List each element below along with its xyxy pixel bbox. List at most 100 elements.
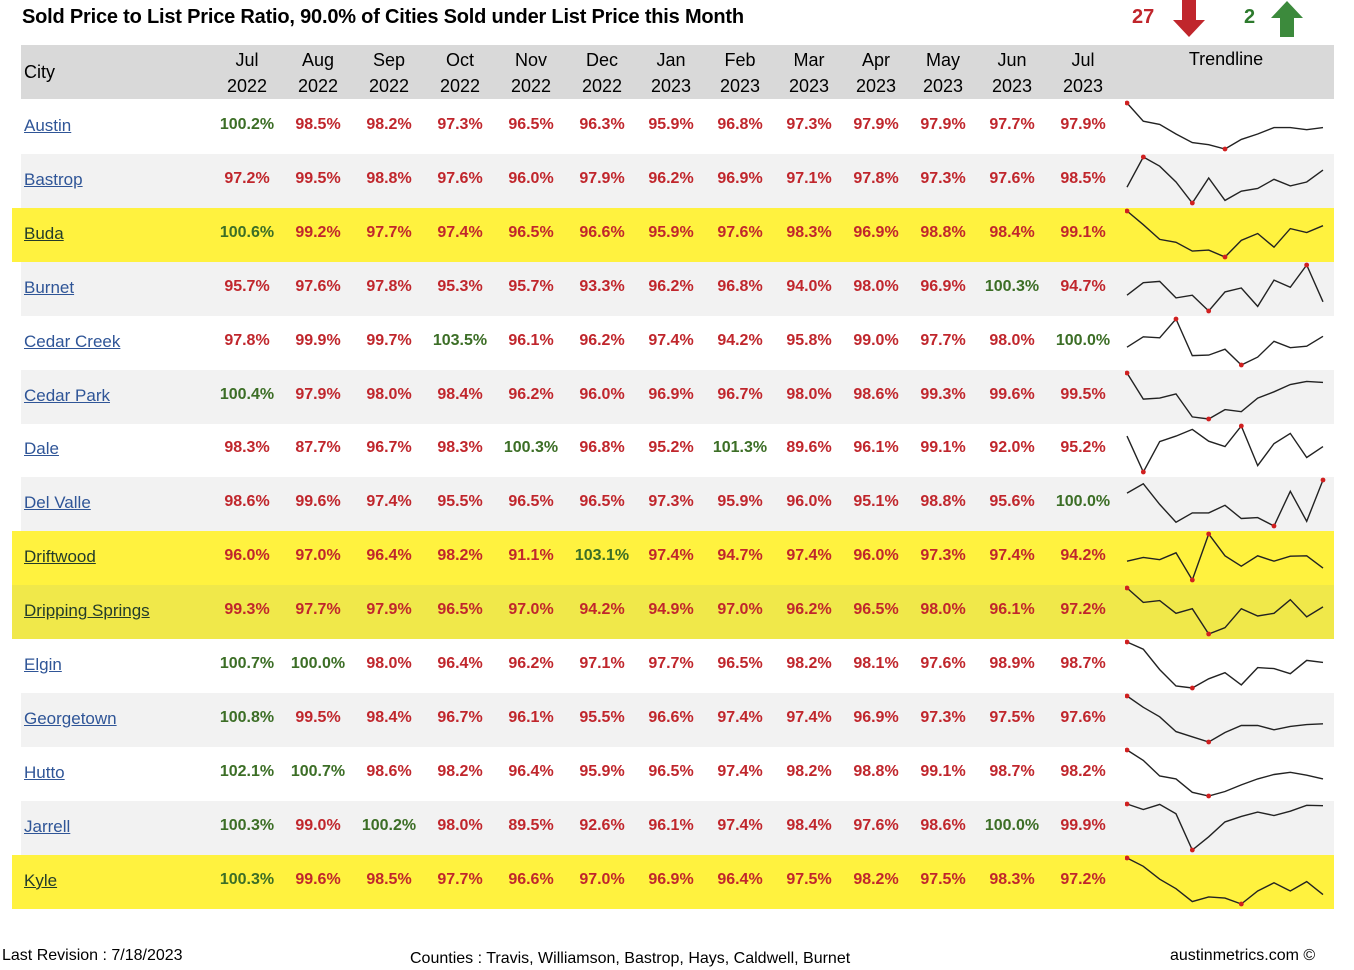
table-row: Del Valle 98.6% 99.6% 97.4% 95.5% 96.5% 96.5% 9… [21,477,1334,532]
ratio-value: 97.7% [366,223,412,241]
table-row: Kyle 100.3% 99.6% 98.5% 97.7% 96.6% 97.0% 96.9%… [12,854,1334,909]
header-month-year: 2022 [368,76,410,96]
header-month-name: Jun [997,50,1027,70]
ratio-value: 94.2% [579,601,625,619]
ratio-value: 100.4% [219,385,275,403]
ratio-value: 98.0% [853,277,899,295]
site-credit: austinmetrics.com © [1170,947,1316,964]
header-month-name: May [925,50,960,70]
ratio-value: 96.9% [648,870,694,888]
ratio-value: 96.0% [224,547,270,565]
ratio-value: 97.9% [366,601,412,619]
ratio-value: 100.2% [219,116,275,133]
city-link[interactable]: Driftwood [24,547,96,567]
sparkline-low-point [1206,416,1212,421]
sparkline-path [1126,210,1324,258]
city-link[interactable]: Dripping Springs [24,601,150,621]
ratio-value: 96.0% [508,169,554,187]
header-month-year: 2022 [581,76,623,96]
ratio-value: 98.6% [853,385,899,403]
ratio-value: 95.9% [579,762,625,780]
ratio-value: 96.1% [648,816,694,834]
ratio-value: 96.3% [579,116,625,133]
trendline-sparkline [1125,801,1324,853]
sparkline-low-point [1271,523,1277,529]
trendline-sparkline [1126,262,1324,314]
ratio-value: 97.6% [1060,708,1106,726]
ratio-value: 100.6% [219,223,275,241]
ratio-value: 98.7% [1060,655,1106,672]
table-row: Austin 100.2% 98.5% 98.2% 97.3% 96.5% 96.3% 95.… [21,100,1334,154]
header-month: Dec 2022 [566,45,638,99]
city-link[interactable]: Austin [24,116,72,135]
ratio-value: 100.3% [219,816,275,834]
header-month-year: 2022 [297,76,339,96]
ratio-value: 97.5% [989,708,1035,726]
city-link[interactable]: Hutto [24,762,65,782]
sparkline-high-point [1304,262,1310,268]
sparkline-high-point [1125,208,1130,214]
ratio-value: 94.7% [717,547,763,565]
city-link[interactable]: Kyle [24,870,58,890]
sparkline-path [1126,856,1324,905]
header-month: May 2023 [907,45,979,99]
city-link[interactable]: Buda [24,223,64,243]
header-month: Feb 2023 [704,45,776,99]
header-month-year: 2023 [922,76,964,96]
ratio-value: 98.8% [366,169,412,187]
ratio-value: 96.5% [508,493,554,511]
ratio-value: 97.3% [786,116,832,133]
city-link[interactable]: Cedar Park [24,385,110,405]
ratio-value: 95.3% [437,277,483,295]
city-link[interactable]: Bastrop [24,169,83,189]
ratio-value: 98.2% [437,762,483,780]
ratio-value: 98.0% [366,655,412,672]
ratio-value: 98.5% [366,870,412,888]
ratio-value: 100.3% [984,277,1040,295]
city-link[interactable]: Cedar Creek [24,331,121,351]
ratio-value: 98.2% [437,547,483,565]
sparkline-high-point [1140,154,1146,160]
header-month-name: Nov [514,50,547,70]
header-trendline: Trendline [1188,49,1264,69]
ratio-value: 99.3% [224,601,270,619]
ratio-value: 94.0% [786,277,832,295]
ratio-value: 97.0% [579,870,625,888]
ratio-value: 98.0% [437,816,483,834]
ratio-value: 99.9% [295,331,341,349]
ratio-value: 97.7% [989,116,1035,133]
city-link[interactable]: Dale [24,439,59,459]
table-row: Bastrop 97.2% 99.5% 98.8% 97.6% 96.0% 97.9% 96.… [21,153,1334,208]
header-month-name: Feb [724,50,756,70]
sparkline-low-point [1206,308,1212,314]
sparkline-low-point [1222,254,1228,260]
city-link[interactable]: Georgetown [24,708,117,728]
city-link[interactable]: Jarrell [24,816,71,836]
table-row: Hutto 102.1% 100.7% 98.6% 98.2% 96.4% 95.9% 96.… [21,747,1334,801]
ratio-value: 98.6% [224,493,270,511]
header-month-name: Apr [861,50,890,70]
table-row: Jarrell 100.3% 99.0% 100.2% 98.0% 89.5% 92.6% 9… [21,800,1334,855]
ratio-value: 100.7% [290,762,346,780]
ratio-value: 97.3% [437,116,483,133]
ratio-value: 93.3% [579,277,625,295]
header-month-year: 2023 [855,76,897,96]
city-link[interactable]: Del Valle [24,493,91,513]
city-link[interactable]: Elgin [24,655,62,674]
ratio-value: 96.6% [648,708,694,726]
ratio-value: 98.4% [786,816,832,834]
sparkline-low-point [1238,901,1244,906]
ratio-value: 99.6% [989,385,1035,403]
ratio-value: 97.7% [437,870,483,888]
city-link[interactable]: Burnet [24,277,75,297]
ratio-value: 100.3% [503,439,559,457]
ratio-value: 97.4% [648,331,694,349]
ratio-value: 97.8% [853,169,899,187]
ratio-value: 95.7% [224,277,270,295]
ratio-value: 95.5% [579,708,625,726]
ratio-value: 100.0% [984,816,1040,834]
ratio-value: 97.3% [648,493,694,511]
ratio-value: 99.0% [295,816,341,834]
sparkline-low-point [1222,146,1228,152]
trendline-sparkline [1125,370,1324,421]
